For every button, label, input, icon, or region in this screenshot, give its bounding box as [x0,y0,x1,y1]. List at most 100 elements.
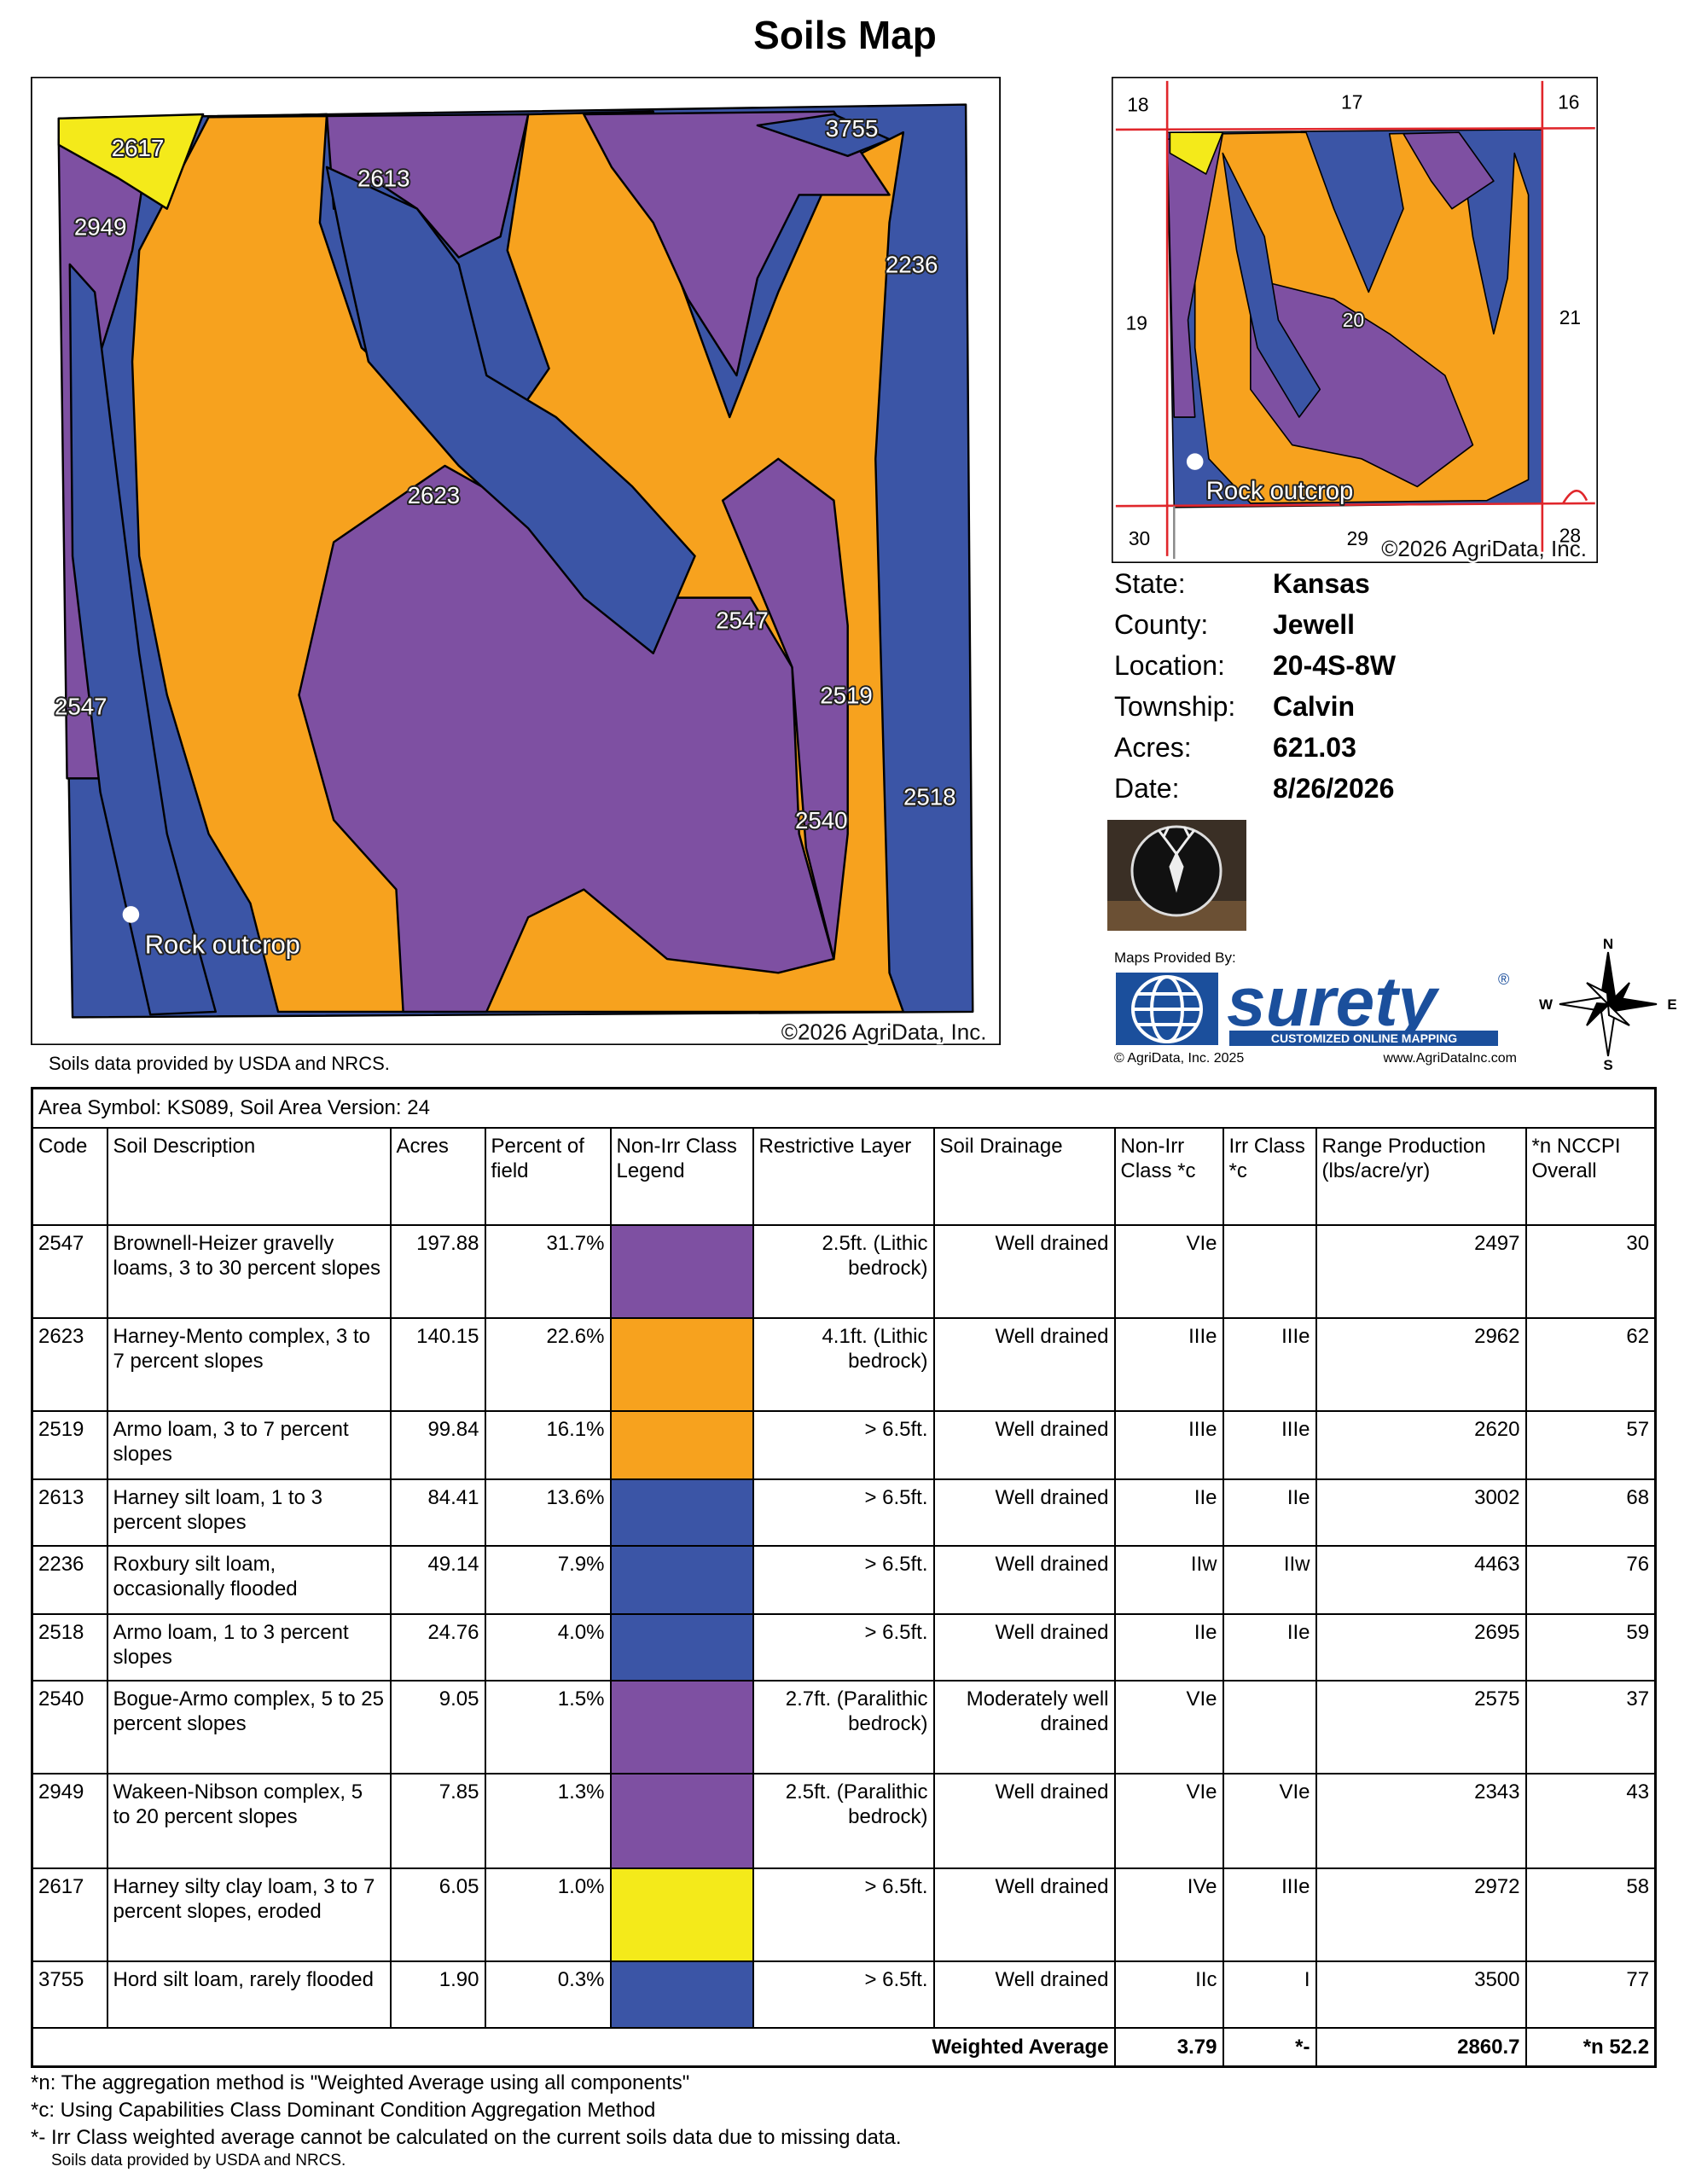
table-cell: 58 [1524,1867,1657,1962]
graphic [1586,982,1610,1007]
info-value: 621.03 [1273,732,1356,763]
globe [1131,975,1203,1043]
legend-swatch [609,1612,754,1682]
tagline: CUSTOMIZED ONLINE MAPPING [1271,1031,1457,1045]
compass-e: E [1667,996,1676,1013]
table-cell: 77 [1524,1960,1657,2029]
table-cell: 31.7% [484,1223,612,1319]
section-number: 29 [1347,527,1368,549]
soil-description: Harney silty clay loam, 3 to 7 percent s… [106,1867,392,1962]
soil-polygon [756,113,891,158]
column-header: Irr Class *c [1222,1126,1317,1226]
graphic [1606,1002,1630,1026]
table-cell: 2.5ft. (Lithic bedrock) [752,1223,935,1319]
column-header: Non-Irr Class *c [1113,1126,1224,1226]
table-cell: 49.14 [389,1544,486,1615]
map-point-label: Rock outcrop [145,930,300,960]
map-label: 2518 [903,783,956,810]
column-header: Non-Irr Class Legend [609,1126,754,1226]
legend-swatch [609,1409,754,1480]
table-cell: VIe [1113,1679,1224,1774]
section-number: 18 [1127,94,1148,116]
column-header: Code [31,1126,108,1226]
soil-row: 2518 Armo loam, 1 to 3 percent slopes 24.7… [31,1612,1657,1682]
weighted-average-value: 2860.7 [1315,2026,1527,2068]
soil-description: Armo loam, 3 to 7 percent slopes [106,1409,392,1480]
legend-swatch [609,1679,754,1774]
soil-code: 2540 [31,1679,108,1774]
info-value: Jewell [1273,609,1356,640]
table-cell: 2.5ft. (Paralithic bedrock) [752,1772,935,1869]
soil-polygon [721,457,849,961]
section-number: 30 [1129,527,1150,549]
info-label: Acres: [1114,732,1192,763]
map-copyright: ©2026 AgriData, Inc. [1381,536,1587,561]
table-cell: Well drained [932,1772,1116,1869]
table-cell: Well drained [932,1960,1116,2029]
registered-mark: ® [1498,971,1509,988]
soil-description: Hord silt loam, rarely flooded [106,1960,392,2029]
soil-row: 2623 Harney-Mento complex, 3 to 7 percent… [31,1316,1657,1412]
soil-code: 2519 [31,1409,108,1480]
soil-row: 2617 Harney silty clay loam, 3 to 7 perce… [31,1867,1657,1962]
section-lines [1115,80,1595,556]
footnote: *n: The aggregation method is "Weighted … [31,2071,690,2094]
soil-description: Brownell-Heizer gravelly loams, 3 to 30 … [106,1223,392,1319]
table-cell: Well drained [932,1478,1116,1547]
brand-name: surety [1227,963,1441,1041]
soil-polygon [1250,277,1474,488]
legend-swatch [609,1772,754,1869]
table-cell: 1.5% [484,1679,612,1774]
soil-description: Wakeen-Nibson complex, 5 to 20 percent s… [106,1772,392,1869]
info-value: Kansas [1273,568,1370,599]
info-label: County: [1114,609,1209,640]
legend-swatch [609,1478,754,1547]
graphic [1166,129,1543,508]
surety-logo: Maps Provided By: surety ® CUSTOMIZED ON… [1114,950,1518,1066]
graphic [1586,1002,1611,1026]
soil-code: 2518 [31,1612,108,1682]
table-cell: 4.1ft. (Lithic bedrock) [752,1316,935,1412]
table-cell: VIe [1113,1772,1224,1869]
logo-url: www.AgriDataInc.com [1383,1051,1518,1066]
graphic [57,103,974,1019]
table-cell: 76 [1524,1544,1657,1615]
soil-row: 2949 Wakeen-Nibson complex, 5 to 20 perce… [31,1772,1657,1869]
table-cell: 30 [1524,1223,1657,1319]
table-cell: IIc [1113,1960,1224,2029]
soil-polygon [57,113,205,210]
table-cell: > 6.5ft. [752,1478,935,1547]
table-cell: 62 [1524,1316,1657,1412]
compass-rose [1559,951,1658,1057]
column-header: *n NCCPI Overall [1524,1126,1657,1226]
soil-polygon [68,263,217,1016]
footnote: *- Irr Class weighted average cannot be … [31,2126,902,2149]
table-cell: 43 [1524,1772,1657,1869]
page-title: Soils Map [753,13,937,57]
table-cell: > 6.5ft. [752,1409,935,1480]
table-cell: 84.41 [389,1478,486,1547]
table-cell: IIw [1113,1544,1224,1615]
legend-swatch [609,1960,754,2029]
table-cell: VIe [1113,1223,1224,1319]
map-label: 2623 [408,482,461,508]
weighted-average-value: 3.79 [1113,2026,1224,2068]
table-cell: Moderately well drained [932,1679,1116,1774]
table-caption: Area Symbol: KS089, Soil Area Version: 2… [31,1087,1657,1129]
compass-n: N [1603,937,1613,952]
table-cell: Well drained [932,1316,1116,1412]
table-cell: 2497 [1315,1223,1527,1319]
table-cell: IIIe [1113,1316,1224,1412]
map-label: 2617 [112,135,165,161]
table-cell: Well drained [932,1612,1116,1682]
soil-code: 2613 [31,1478,108,1547]
soil-row: 3755 Hord silt loam, rarely flooded 1.90 0.… [31,1960,1657,2029]
weighted-average-label: Weighted Average [31,2026,1116,2068]
table-cell: IIe [1113,1478,1224,1547]
compass-s: S [1603,1057,1612,1072]
table-cell: 2972 [1315,1867,1527,1962]
table-body: Area Symbol: KS089, Soil Area Version: 2… [31,1087,1657,2068]
soil-map: 2617 2613 3755 2949 2236 2623 2547 2547 … [31,77,1001,1045]
table-cell: > 6.5ft. [752,1612,935,1682]
